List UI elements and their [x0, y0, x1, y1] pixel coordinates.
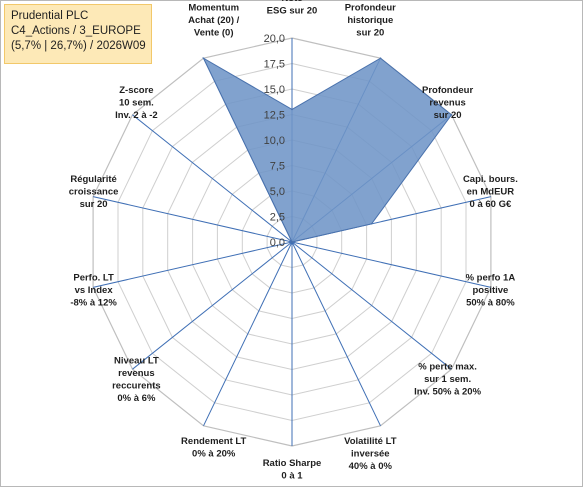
- tick-label: 17,5: [264, 59, 285, 71]
- tick-label: 7,5: [270, 161, 285, 173]
- radar-series: [202, 56, 453, 243]
- axis-spoke: [291, 241, 492, 288]
- chart-title-box: Prudential PLC C4_Actions / 3_EUROPE (5,…: [4, 4, 152, 64]
- tick-label: 0,0: [270, 237, 285, 249]
- axis-spoke: [92, 241, 293, 288]
- axis-label: Volatilité LT inversée 40% à 0%: [344, 436, 397, 472]
- tick-label: 5,0: [270, 186, 285, 198]
- title-line-2: C4_Actions / 3_EUROPE: [11, 25, 141, 37]
- axis-label: Profondeur historique sur 20: [345, 3, 396, 39]
- tick-label: 15,0: [264, 84, 285, 96]
- title-line-1: Prudential PLC: [11, 10, 89, 22]
- axis-label: % perte max. sur 1 sem. Inv. 50% à 20%: [414, 362, 481, 398]
- axis-label: Perfo. LT vs Index -8% à 12%: [70, 273, 117, 309]
- axis-label: Z-score 10 sem. Inv. 2 à -2: [115, 85, 158, 121]
- axis-label: Niveau LT revenus reccurents 0% à 6%: [112, 355, 161, 404]
- axis-label: Capi. bours. en MdEUR 0 à 60 G€: [463, 174, 518, 210]
- tick-label: 2,5: [270, 212, 285, 224]
- axis-spoke: [291, 241, 452, 370]
- axis-label: Profondeur revenus sur 20: [422, 85, 473, 121]
- tick-label: 20,0: [264, 33, 285, 45]
- series-point: [202, 57, 205, 59]
- axis-spoke: [291, 241, 381, 427]
- axis-label: Ratio Sharpe 0 à 1: [263, 458, 322, 482]
- tick-label: 10,0: [264, 135, 285, 147]
- axis-spoke: [203, 241, 293, 427]
- axis-label: NoteESG sur 20: [267, 0, 318, 17]
- series-point: [450, 114, 453, 116]
- series-point: [379, 57, 382, 59]
- axis-spoke: [132, 114, 293, 243]
- series-point: [291, 108, 293, 111]
- series-point: [291, 241, 293, 243]
- tick-label: 12,5: [264, 110, 285, 122]
- series-point: [370, 223, 373, 225]
- axis-label: Rendement LT 0% à 20%: [181, 436, 246, 460]
- axis-label: % perfo 1A positive 50% à 80%: [466, 273, 516, 309]
- axis-label: Momentum Achat (20) / Vente (0): [188, 3, 240, 39]
- axis-spoke: [92, 196, 293, 243]
- title-line-3: (5,7% | 26,7%) / 2026W09: [11, 40, 146, 52]
- axis-spoke: [132, 241, 293, 370]
- axis-label: Régularité croissance sur 20: [69, 174, 119, 210]
- radar-tick-labels: 0,0 2,5 5,0 7,5 10,0 12,5 15,0 17,5 20,0: [264, 33, 285, 249]
